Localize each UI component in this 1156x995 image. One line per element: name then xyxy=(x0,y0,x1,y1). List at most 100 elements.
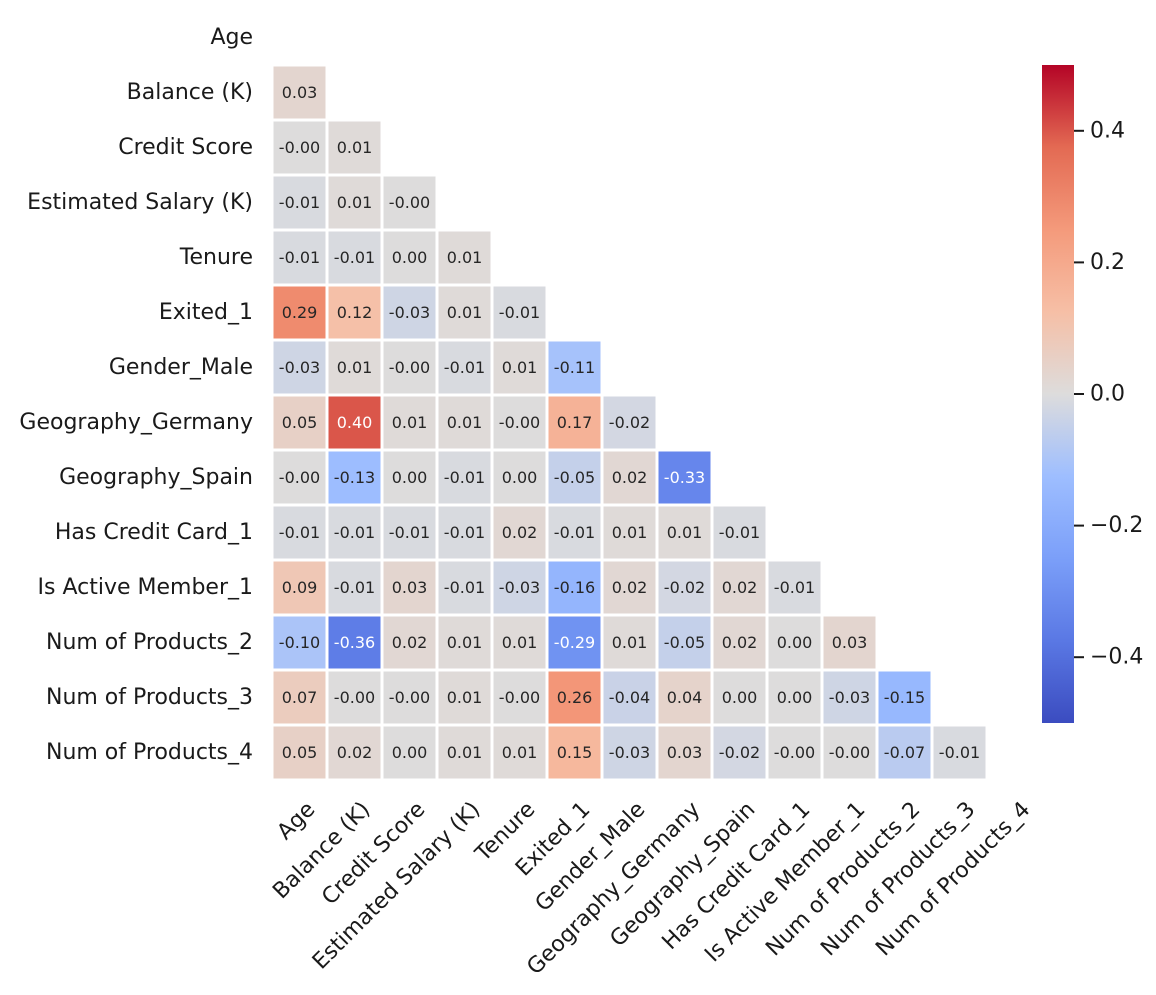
cell-value-label: -0.01 xyxy=(444,578,485,597)
cell-value-label: 0.01 xyxy=(447,633,483,652)
cell-value-label: -0.01 xyxy=(334,523,375,542)
cell-value-label: -0.01 xyxy=(499,303,540,322)
heatmap-cell xyxy=(380,558,439,617)
heatmap-cell xyxy=(545,668,604,727)
cell-value-label: 0.01 xyxy=(502,633,538,652)
heatmap-cell xyxy=(435,338,494,397)
cell-value-label: -0.00 xyxy=(499,688,540,707)
cell-value-label: -0.15 xyxy=(884,688,925,707)
heatmap-cell xyxy=(820,668,879,727)
cell-value-label: 0.02 xyxy=(612,578,648,597)
cell-value-label: 0.04 xyxy=(667,688,703,707)
heatmap-cell xyxy=(490,338,549,397)
cell-value-label: 0.01 xyxy=(337,358,373,377)
cell-value-label: -0.00 xyxy=(499,413,540,432)
row-tick-label: Has Credit Card_1 xyxy=(55,520,253,545)
cell-value-label: 0.01 xyxy=(502,358,538,377)
heatmap-cell xyxy=(820,613,879,672)
cell-value-label: -0.04 xyxy=(609,688,650,707)
heatmap-cell xyxy=(765,723,824,782)
cell-value-label: 0.15 xyxy=(557,743,593,762)
cell-value-label: -0.05 xyxy=(664,633,705,652)
cell-value-label: 0.12 xyxy=(337,303,373,322)
heatmap-cell xyxy=(710,613,769,672)
heatmap-cell xyxy=(875,668,934,727)
cell-value-label: -0.11 xyxy=(554,358,595,377)
heatmap-cell xyxy=(710,558,769,617)
cell-value-label: 0.05 xyxy=(282,413,318,432)
cell-value-label: 0.00 xyxy=(722,688,758,707)
cell-value-label: -0.10 xyxy=(279,633,320,652)
row-tick-label: Tenure xyxy=(179,245,253,270)
heatmap-cell xyxy=(380,723,439,782)
cell-value-label: -0.01 xyxy=(554,523,595,542)
cell-value-label: -0.00 xyxy=(334,688,375,707)
heatmap-cell xyxy=(765,558,824,617)
row-tick-label: Credit Score xyxy=(118,135,253,160)
cell-value-label: 0.02 xyxy=(502,523,538,542)
row-tick-label: Estimated Salary (K) xyxy=(27,190,253,215)
row-tick-label: Is Active Member_1 xyxy=(38,575,253,600)
cell-value-label: -0.02 xyxy=(664,578,705,597)
heatmap-cell xyxy=(380,448,439,507)
cell-value-label: 0.00 xyxy=(392,248,428,267)
cell-value-label: 0.09 xyxy=(282,578,318,597)
cell-value-label: 0.03 xyxy=(282,83,318,102)
cell-value-label: 0.01 xyxy=(337,138,373,157)
cell-value-label: 0.00 xyxy=(392,468,428,487)
heatmap-cell xyxy=(545,558,604,617)
colorbar-tick-label: 0.2 xyxy=(1090,250,1125,275)
cell-value-label: 0.03 xyxy=(392,578,428,597)
cell-value-label: 0.03 xyxy=(667,743,703,762)
cell-value-label: 0.02 xyxy=(722,633,758,652)
colorbar-ticks: 0.4 0.2 0.0 −0.2 −0.4 xyxy=(1074,118,1143,670)
heatmap-cell xyxy=(380,173,439,232)
cell-value-label: -0.00 xyxy=(389,358,430,377)
row-tick-label: Geography_Germany xyxy=(19,410,253,435)
heatmap-cell xyxy=(655,668,714,727)
heatmap-cell xyxy=(325,668,384,727)
row-tick-label: Num of Products_2 xyxy=(46,630,253,655)
cell-value-label: 0.01 xyxy=(447,743,483,762)
heatmap-cell xyxy=(380,668,439,727)
cell-value-label: 0.01 xyxy=(392,413,428,432)
cell-value-label: 0.00 xyxy=(502,468,538,487)
cell-value-label: -0.16 xyxy=(554,578,595,597)
cell-value-label: 0.17 xyxy=(557,413,593,432)
cell-value-label: -0.03 xyxy=(499,578,540,597)
heatmap-cell xyxy=(325,228,384,287)
heatmap-cell xyxy=(930,723,989,782)
cell-value-label: -0.33 xyxy=(664,468,705,487)
cell-value-label: -0.03 xyxy=(389,303,430,322)
cell-value-label: 0.02 xyxy=(392,633,428,652)
cell-value-label: 0.01 xyxy=(447,248,483,267)
row-tick-label: Num of Products_4 xyxy=(46,740,253,765)
colorbar xyxy=(1042,65,1074,723)
cell-value-label: -0.01 xyxy=(719,523,760,542)
cell-value-label: 0.01 xyxy=(447,413,483,432)
cell-value-label: 0.07 xyxy=(282,688,318,707)
colorbar-tick-label: −0.2 xyxy=(1090,513,1143,538)
cell-value-label: -0.01 xyxy=(334,578,375,597)
cell-value-label: 0.40 xyxy=(337,413,373,432)
cell-value-label: -0.00 xyxy=(279,468,320,487)
cell-value-label: -0.03 xyxy=(609,743,650,762)
cell-value-label: -0.00 xyxy=(829,743,870,762)
cell-value-label: -0.00 xyxy=(389,688,430,707)
row-tick-label: Balance (K) xyxy=(127,80,253,105)
cell-value-label: -0.01 xyxy=(939,743,980,762)
row-tick-label: Exited_1 xyxy=(159,300,253,325)
heatmap-cell xyxy=(820,723,879,782)
cell-value-label: -0.01 xyxy=(279,523,320,542)
cell-value-label: -0.03 xyxy=(279,358,320,377)
cell-value-label: 0.26 xyxy=(557,688,593,707)
cell-value-label: -0.13 xyxy=(334,468,375,487)
cell-value-label: -0.01 xyxy=(444,358,485,377)
colorbar-tick-label: 0.0 xyxy=(1090,382,1125,407)
cell-value-label: 0.01 xyxy=(612,523,648,542)
heatmap-cell xyxy=(435,723,494,782)
cell-value-label: 0.29 xyxy=(282,303,318,322)
heatmap-cell xyxy=(270,558,329,617)
